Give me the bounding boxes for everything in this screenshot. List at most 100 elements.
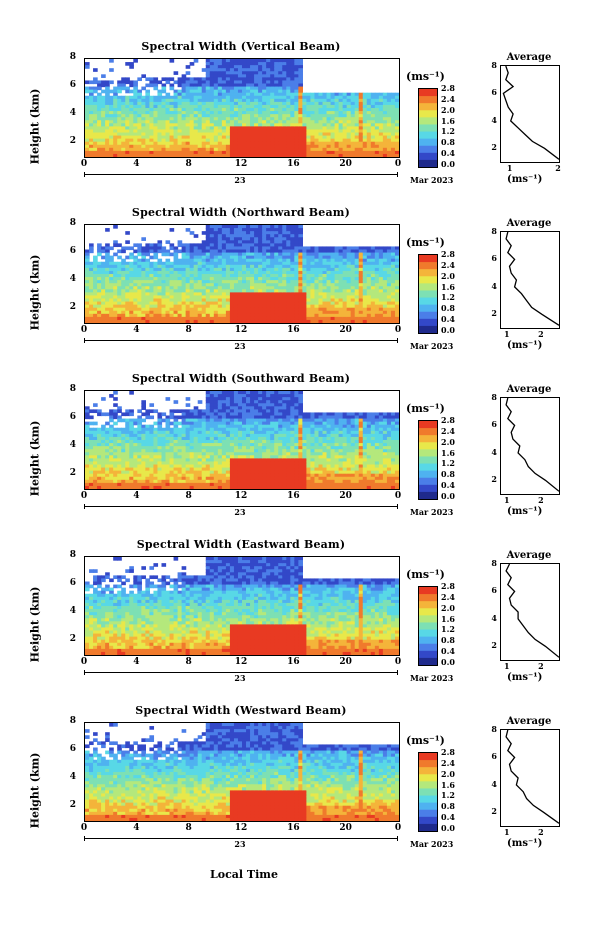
heatmap-cell: [374, 150, 380, 155]
heatmap-cell: [274, 98, 279, 103]
heatmap-cell: [145, 424, 151, 429]
heatmap-cell: [185, 412, 191, 417]
heatmap-cell: [258, 270, 263, 275]
heatmap-cell: [105, 427, 110, 432]
heatmap-cell: [181, 98, 187, 103]
heatmap-cell: [334, 270, 340, 275]
heatmap-cell: [250, 264, 255, 269]
heatmap-cell: [330, 274, 336, 278]
heatmap-cell: [394, 310, 399, 315]
heatmap-cell: [334, 289, 340, 293]
heatmap-cell: [177, 470, 183, 475]
heatmap-cell: [209, 95, 215, 100]
heatmap-cell: [242, 264, 247, 269]
heatmap-cell: [201, 289, 207, 293]
heatmap-cell: [246, 147, 251, 152]
colorbar-step: [419, 301, 437, 306]
heatmap-cell: [201, 132, 207, 137]
heatmap-cell: [254, 117, 259, 121]
heatmap-cell: [141, 252, 146, 257]
heatmap-cell: [294, 264, 299, 269]
heatmap-cell: [258, 249, 263, 254]
heatmap-cell: [366, 258, 372, 263]
heatmap-cell: [177, 249, 183, 254]
heatmap-cell: [105, 255, 110, 260]
heatmap-cell: [302, 108, 308, 112]
heatmap-cell: [374, 92, 380, 97]
panel-title: Spectral Width (Southward Beam): [131, 372, 351, 385]
heatmap-cell: [330, 95, 336, 100]
heatmap-cell: [189, 424, 195, 429]
heatmap-cell: [342, 92, 348, 97]
heatmap-cell: [205, 141, 211, 146]
heatmap-cell: [382, 304, 388, 309]
heatmap-cell: [153, 77, 159, 82]
heatmap-cell: [233, 135, 239, 140]
heatmap-cell: [242, 71, 247, 75]
heatmap-cell: [181, 135, 187, 140]
heatmap-cell: [85, 482, 90, 487]
heatmap-cell: [254, 301, 259, 306]
heatmap-cell: [298, 126, 303, 131]
heatmap-cell: [205, 104, 211, 109]
heatmap-cell: [93, 77, 98, 82]
heatmap-cell: [394, 289, 399, 293]
heatmap-cell: [346, 126, 352, 131]
heatmap-cell: [153, 473, 159, 478]
heatmap-cell: [201, 252, 207, 257]
heatmap-cell: [298, 270, 303, 275]
heatmap-cell: [93, 267, 98, 272]
heatmap-cell: [165, 307, 171, 312]
heatmap-cell: [394, 123, 399, 127]
heatmap-cell: [197, 421, 203, 426]
heatmap-cell: [121, 292, 126, 297]
heatmap-cell: [242, 228, 247, 232]
heatmap-cell: [278, 92, 283, 97]
heatmap-cell: [362, 286, 368, 290]
heatmap-cell: [322, 95, 328, 100]
heatmap-cell: [205, 77, 211, 82]
heatmap-cell: [173, 270, 179, 275]
heatmap-cell: [374, 132, 380, 137]
heatmap-cell: [350, 264, 356, 269]
heatmap-cell: [129, 246, 134, 251]
heatmap-cell: [330, 277, 336, 281]
heatmap-cell: [258, 240, 263, 244]
heatmap-cell: [157, 249, 163, 254]
heatmap-cell: [165, 153, 171, 157]
heatmap-cell: [97, 476, 102, 481]
heatmap-cell: [306, 258, 312, 263]
heatmap-cell: [105, 104, 110, 109]
heatmap-cell: [101, 313, 106, 318]
heatmap-cell: [378, 104, 384, 109]
heatmap-cell: [141, 307, 146, 312]
heatmap-cell: [298, 92, 303, 97]
heatmap-cell: [205, 292, 211, 297]
heatmap-cell: [306, 289, 312, 293]
heatmap-cell: [318, 277, 324, 281]
heatmap-cell: [270, 111, 275, 115]
heatmap-cell: [237, 123, 243, 127]
heatmap-cell: [266, 74, 271, 78]
heatmap-cell: [326, 120, 332, 124]
heatmap-cell: [270, 252, 275, 257]
heatmap-cell: [290, 83, 295, 88]
heatmap-cell: [137, 270, 142, 275]
heatmap-cell: [221, 80, 227, 85]
heatmap-cell: [157, 101, 163, 106]
heatmap-cell: [185, 132, 191, 137]
heatmap-cell: [270, 319, 275, 323]
heatmap-cell: [366, 98, 372, 103]
heatmap-cell: [169, 307, 175, 312]
heatmap-cell: [165, 267, 171, 272]
heatmap-cell: [149, 430, 155, 435]
heatmap-cell: [137, 455, 142, 459]
heatmap-cell: [189, 409, 195, 414]
heatmap-cell: [233, 286, 239, 290]
heatmap-cell: [254, 228, 259, 232]
heatmap-cell: [201, 286, 207, 290]
heatmap-cell: [213, 234, 219, 238]
heatmap-cell: [358, 104, 364, 109]
heatmap-cell: [197, 473, 203, 478]
heatmap-cell: [117, 304, 122, 309]
